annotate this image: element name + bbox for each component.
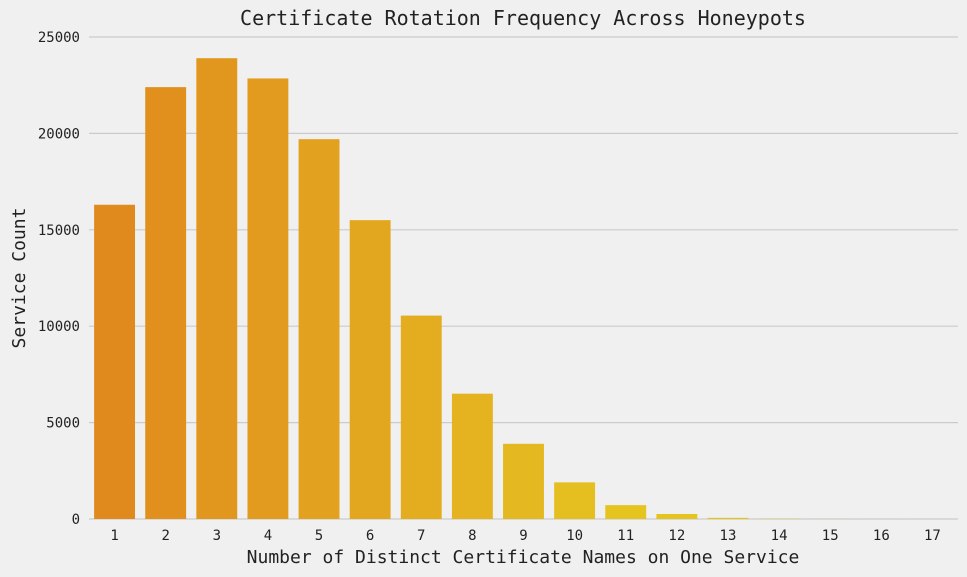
bar-6 bbox=[349, 220, 391, 519]
x-tick-labels: 1 2 3 4 5 6 7 8 9 10 11 12 13 14 15 16 17 bbox=[110, 528, 941, 544]
y-tick-label: 15000 bbox=[38, 223, 80, 239]
bar-2 bbox=[145, 87, 187, 520]
x-tick-label: 11 bbox=[617, 528, 634, 544]
bar-5 bbox=[298, 139, 340, 519]
x-tick-label: 4 bbox=[264, 528, 272, 544]
y-tick-label: 20000 bbox=[38, 126, 80, 142]
x-tick-label: 17 bbox=[924, 528, 941, 544]
y-tick-label: 25000 bbox=[38, 30, 80, 46]
y-tick-label: 5000 bbox=[46, 416, 80, 432]
x-tick-label: 10 bbox=[566, 528, 583, 544]
chart-title: Certificate Rotation Frequency Across Ho… bbox=[240, 6, 806, 30]
x-axis-label: Number of Distinct Certificate Names on … bbox=[247, 547, 800, 568]
bar-3 bbox=[196, 58, 238, 519]
x-tick-label: 14 bbox=[771, 528, 788, 544]
bar-4 bbox=[247, 78, 289, 520]
x-tick-label: 5 bbox=[315, 528, 323, 544]
bar-1 bbox=[94, 204, 136, 519]
x-tick-label: 7 bbox=[417, 528, 425, 544]
bar-10 bbox=[554, 482, 596, 519]
x-tick-label: 3 bbox=[213, 528, 221, 544]
bar-8 bbox=[451, 393, 493, 519]
x-tick-label: 8 bbox=[468, 528, 476, 544]
y-tick-label: 10000 bbox=[38, 319, 80, 335]
x-tick-label: 9 bbox=[519, 528, 527, 544]
x-tick-label: 1 bbox=[110, 528, 118, 544]
x-tick-label: 12 bbox=[668, 528, 685, 544]
bar-13 bbox=[707, 517, 749, 519]
x-tick-label: 2 bbox=[161, 528, 169, 544]
y-tick-label: 0 bbox=[72, 512, 80, 528]
y-tick-labels: 0 5000 10000 15000 20000 25000 bbox=[38, 30, 80, 528]
bar-9 bbox=[503, 443, 544, 519]
bars bbox=[94, 58, 953, 520]
x-tick-label: 16 bbox=[873, 528, 890, 544]
bar-7 bbox=[400, 315, 442, 519]
bar-11 bbox=[605, 505, 647, 519]
x-tick-label: 15 bbox=[822, 528, 839, 544]
bar-12 bbox=[656, 513, 698, 519]
x-tick-label: 6 bbox=[366, 528, 374, 544]
y-axis-label: Service Count bbox=[9, 208, 30, 349]
x-tick-label: 13 bbox=[720, 528, 737, 544]
